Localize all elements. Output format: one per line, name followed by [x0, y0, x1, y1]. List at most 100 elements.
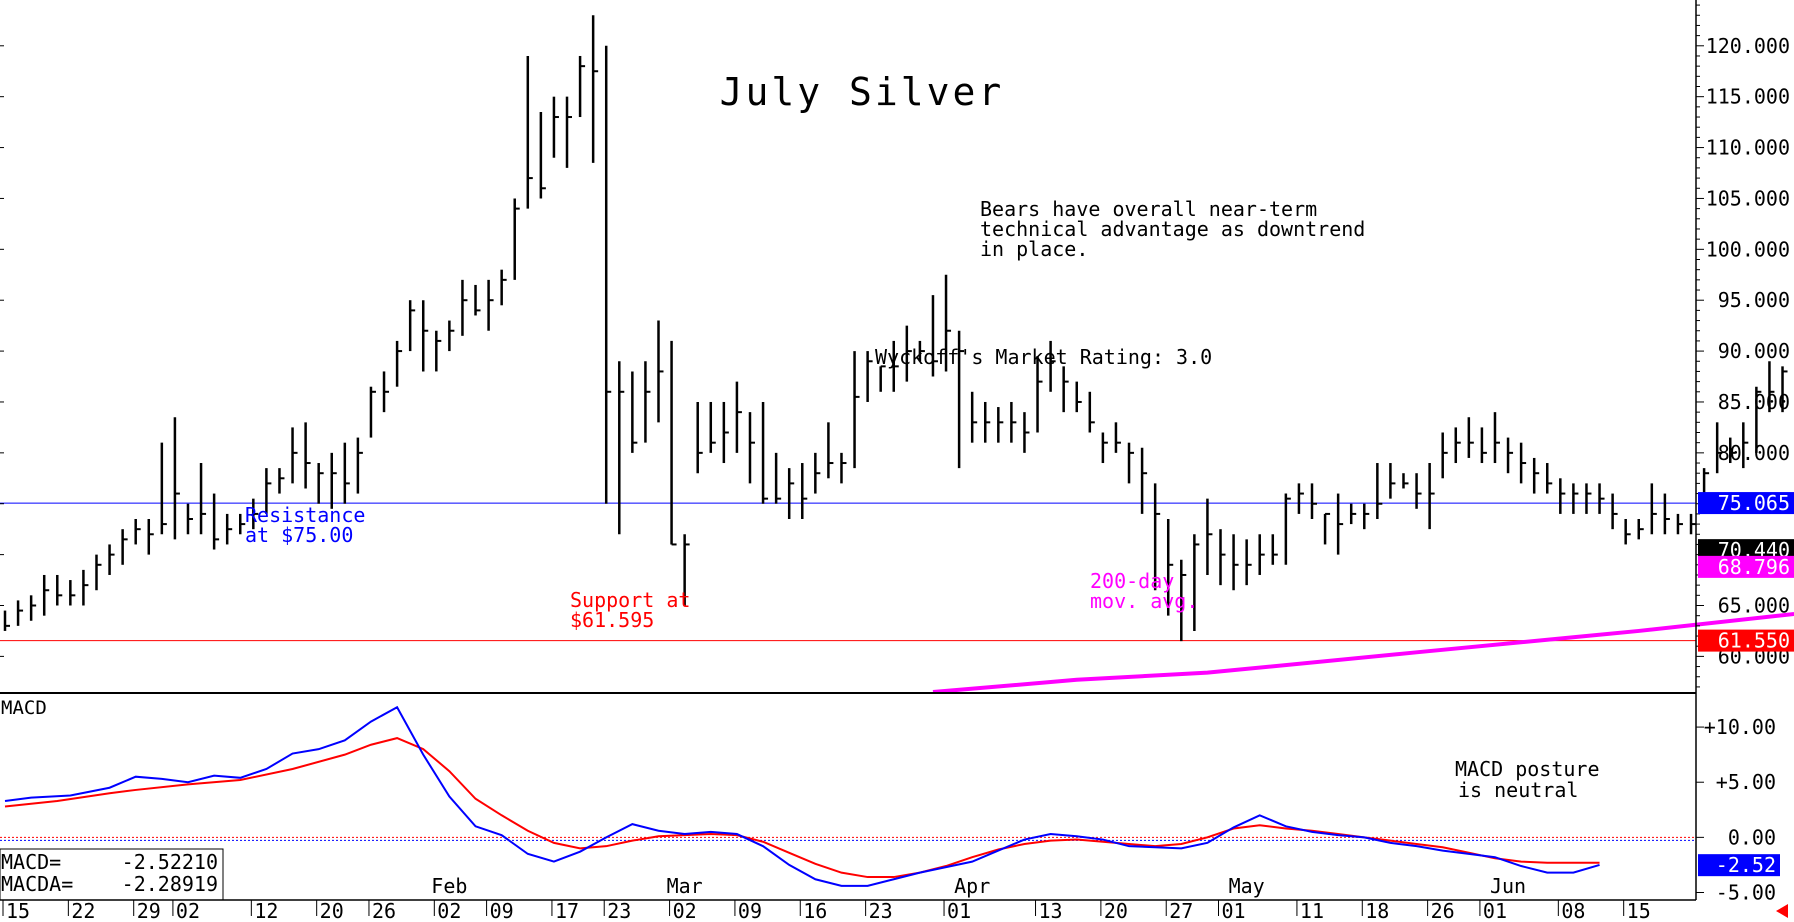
ohlc-bar — [304, 422, 311, 489]
ohlc-bar — [1127, 442, 1135, 484]
support-label-2: $61.595 — [570, 608, 654, 632]
ohlc-bar — [1219, 529, 1226, 586]
price-flag-label: 61.550 — [1718, 629, 1790, 653]
ohlc-bar — [1532, 457, 1540, 494]
ohlc-bar — [1728, 437, 1736, 464]
ohlc-bar — [827, 422, 834, 479]
ohlc-bar — [1663, 493, 1670, 535]
ohlc-bar — [1480, 427, 1487, 464]
ohlc-bar — [1650, 483, 1657, 535]
ohlc-bar — [69, 580, 76, 606]
date-tick-label: 13 — [1039, 899, 1063, 922]
date-tick-label: 26 — [1431, 899, 1455, 922]
ohlc-bar — [1376, 463, 1383, 519]
price-tick-label: 95.000 — [1718, 288, 1790, 312]
ohlc-bar — [1428, 463, 1435, 530]
ohlc-bar — [278, 468, 285, 494]
ohlc-bar — [16, 600, 24, 626]
macd-ticks: +10.00 +5.00 0.00 -5.00 — [1696, 715, 1776, 904]
date-tick-label: 15 — [1627, 899, 1651, 922]
ohlc-bar — [317, 463, 324, 504]
ohlc-bar — [644, 361, 651, 443]
macd-flag-label: -2.52 — [1716, 853, 1776, 877]
ohlc-bar — [330, 452, 337, 509]
date-tick-label: 29 — [137, 899, 161, 922]
month-label: Apr — [954, 874, 990, 898]
date-tick-label: 20 — [1104, 899, 1128, 922]
macd-panel-label: MACD — [1, 697, 47, 719]
month-label: May — [1229, 874, 1265, 898]
ohlc-bar — [1114, 422, 1121, 453]
resistance-label-2: at $75.00 — [245, 523, 353, 547]
ohlc-bar — [879, 365, 886, 392]
date-tick-label: 15 — [6, 899, 30, 922]
price-flag-box — [1698, 539, 1794, 562]
ohlc-bar — [1206, 498, 1213, 575]
date-tick-label: 12 — [254, 899, 278, 922]
ohlc-bar — [1637, 519, 1644, 540]
ohlc-bar — [683, 534, 690, 606]
ohlc-bar — [722, 401, 729, 464]
ohlc-bar — [1284, 493, 1291, 565]
ohlc-bar — [1193, 534, 1200, 631]
macd-readout-name: MACD= — [1, 850, 61, 874]
ohlc-bar — [631, 371, 638, 453]
ohlc-bar — [618, 361, 625, 535]
price-flag-box — [1698, 492, 1794, 515]
ohlc-bar — [1768, 361, 1775, 413]
ohlc-bar — [1519, 442, 1527, 484]
ohlc-bar — [1336, 493, 1344, 555]
date-tick-label: 16 — [803, 899, 827, 922]
ohlc-bar — [552, 96, 559, 158]
ohlc-bar — [1598, 483, 1605, 514]
ohlc-bar — [82, 569, 89, 606]
price-tick-label: 110.000 — [1706, 136, 1790, 160]
ohlc-bar — [539, 111, 546, 199]
ohlc-bar — [1755, 386, 1762, 453]
date-tick-label: 23 — [607, 899, 631, 922]
ohlc-bar — [291, 427, 298, 484]
date-tick-label: 09 — [490, 899, 514, 922]
ma200-line — [932, 612, 1794, 694]
ohlc-bar — [343, 442, 350, 504]
outlook-line-2: technical advantage as downtrend — [980, 217, 1365, 241]
ohlc-bar — [526, 55, 533, 209]
macd-note: MACD posture is neutral — [1455, 757, 1612, 802]
ohlc-bar — [578, 55, 586, 118]
date-tick-label: 01 — [947, 899, 971, 922]
ohlc-bar — [29, 595, 37, 621]
ohlc-bar — [1153, 483, 1161, 591]
ohlc-bar — [421, 300, 429, 372]
ohlc-bar — [1441, 432, 1448, 479]
resistance-label-1: Resistance — [245, 503, 365, 527]
support-label-1: Support at — [570, 588, 690, 612]
ohlc-bar — [774, 452, 782, 504]
ohlc-bar — [1258, 534, 1265, 575]
date-tick-label: 01 — [1222, 899, 1246, 922]
price-tick-label: 90.000 — [1718, 339, 1790, 363]
macda-line — [4, 737, 1600, 879]
ohlc-bar — [212, 493, 220, 550]
ohlc-bar — [199, 463, 207, 535]
scroll-arrow-icon[interactable] — [1776, 904, 1788, 918]
date-tick-label: 17 — [555, 899, 579, 922]
price-panel: 60.00065.00070.00075.00080.00085.00090.0… — [0, 4, 1794, 694]
date-tick-label: 20 — [320, 899, 344, 922]
ohlc-bar — [1075, 381, 1082, 413]
price-tick-label: 100.000 — [1706, 237, 1790, 261]
ohlc-bar — [1611, 493, 1618, 530]
ohlc-bar — [670, 340, 677, 546]
ohlc-bar — [1088, 391, 1095, 433]
macd-note-1: MACD posture — [1455, 757, 1600, 781]
ohlc-bar — [1546, 463, 1553, 494]
date-tick-label: 11 — [1300, 899, 1324, 922]
ohlc-bar — [448, 320, 455, 352]
ohlc-bar — [147, 519, 154, 555]
ohlc-bar — [1049, 340, 1056, 392]
ohlc-bar — [265, 468, 272, 514]
date-tick-label: 02 — [673, 899, 697, 922]
price-tick-label: 105.000 — [1706, 186, 1790, 210]
ohlc-bar — [1245, 539, 1252, 586]
ohlc-bar — [1742, 422, 1749, 469]
